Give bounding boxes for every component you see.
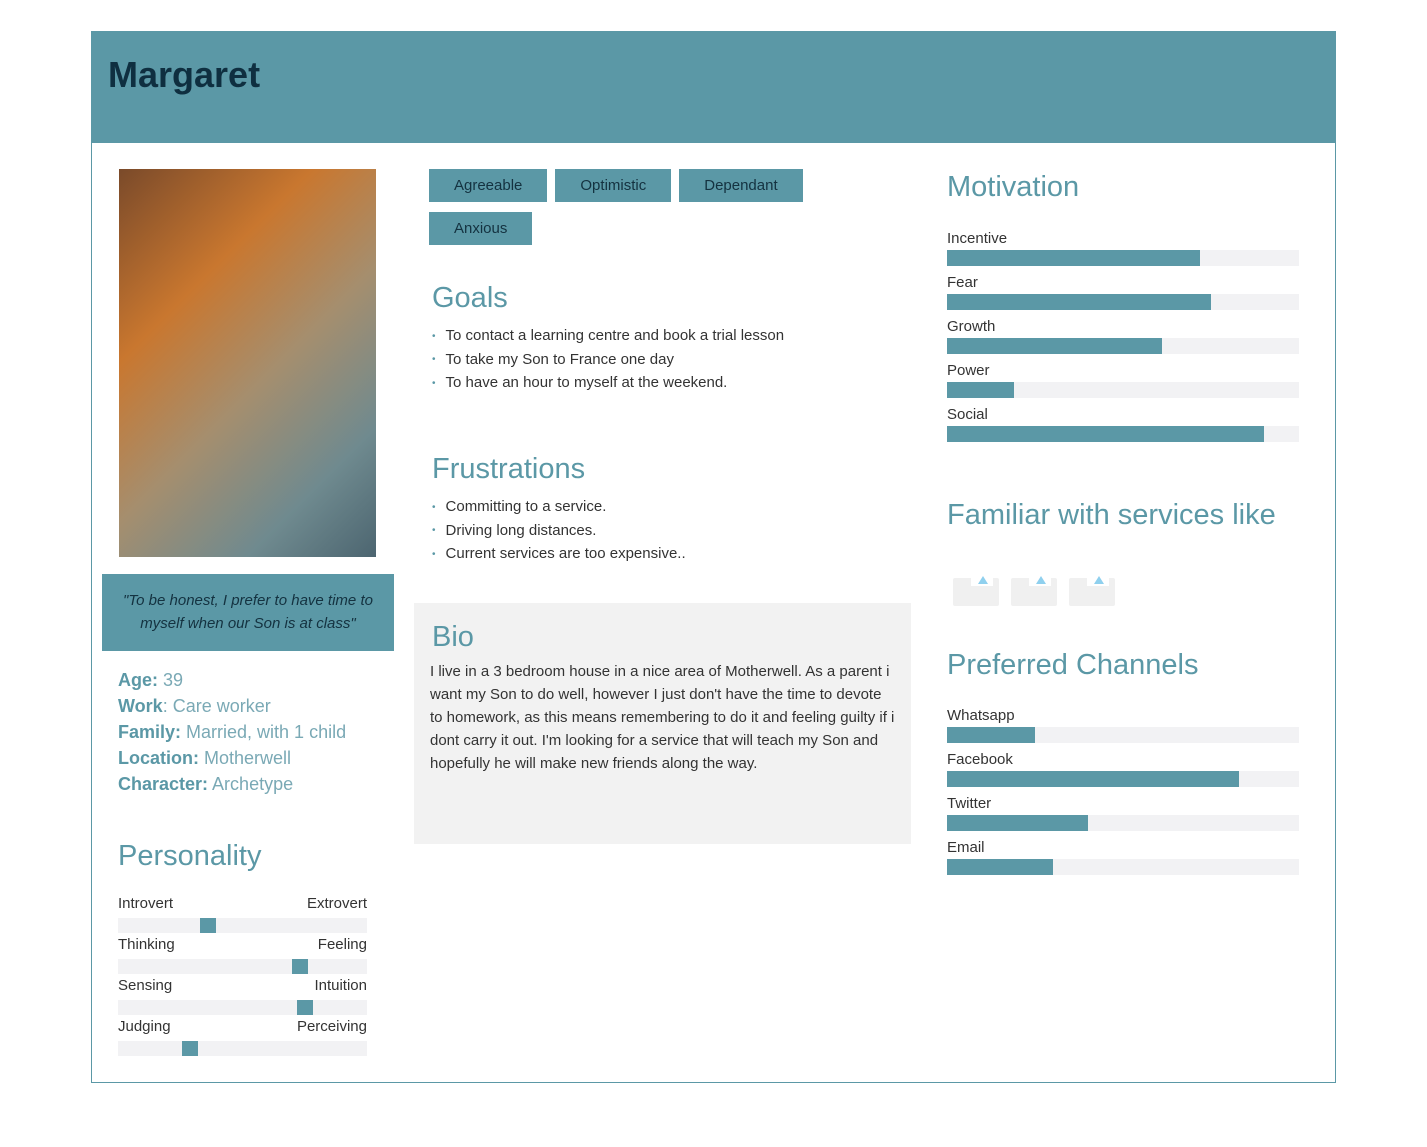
left-label: Sensing xyxy=(118,977,173,994)
bar-track xyxy=(947,771,1299,787)
bar-fill xyxy=(947,859,1053,875)
fact-age: Age: 39 xyxy=(118,670,184,690)
bar-label: Twitter xyxy=(947,795,992,812)
fact-work: Work: Care worker xyxy=(118,696,271,716)
bar-label: Power xyxy=(947,362,990,379)
bio-panel: Bio I live in a 3 bedroom house in a nic… xyxy=(414,603,911,844)
slider-track xyxy=(118,918,367,933)
personality-slider: Thinking Feeling xyxy=(118,936,367,974)
tag: Agreeable xyxy=(429,169,548,202)
left-label: Thinking xyxy=(118,936,175,953)
goals-title: Goals xyxy=(432,282,508,314)
bar-track xyxy=(947,250,1299,266)
bar-fill xyxy=(947,338,1162,354)
bio-title: Bio xyxy=(432,621,474,653)
bar-label: Facebook xyxy=(947,751,1013,768)
left-label: Judging xyxy=(118,1018,171,1035)
persona-name: Margaret xyxy=(108,54,261,95)
image-placeholder-icon xyxy=(1011,572,1057,606)
channel-bars: Whatsapp Facebook Twitter Email xyxy=(947,699,1299,875)
bar-track xyxy=(947,426,1299,442)
slider-marker xyxy=(182,1041,199,1056)
bar-track xyxy=(947,859,1299,875)
right-label: Intuition xyxy=(314,977,367,994)
bar-fill xyxy=(947,815,1088,831)
trait-tags: Agreeable Optimistic Dependant Anxious xyxy=(429,169,879,255)
frustrations-list: Committing to a service. Driving long di… xyxy=(432,495,686,566)
persona-quote: "To be honest, I prefer to have time to … xyxy=(102,574,394,651)
bar-track xyxy=(947,815,1299,831)
right-label: Feeling xyxy=(317,936,367,953)
bar-label: Growth xyxy=(947,318,996,335)
slider-marker xyxy=(291,959,308,974)
bar-track xyxy=(947,382,1299,398)
list-item: Committing to a service. xyxy=(432,495,686,519)
bar-track xyxy=(947,294,1299,310)
bar-label: Whatsapp xyxy=(947,707,1015,724)
bar-track xyxy=(947,727,1299,743)
header: Margaret xyxy=(92,32,1335,143)
bar-fill xyxy=(947,294,1211,310)
list-item: To have an hour to myself at the weekend… xyxy=(432,371,784,395)
familiar-title: Familiar with services like xyxy=(947,499,1276,531)
frustrations-title: Frustrations xyxy=(432,453,586,485)
fact-location: Location: Motherwell xyxy=(118,748,292,768)
bar-track xyxy=(947,338,1299,354)
tag: Optimistic xyxy=(555,169,672,202)
list-item: To take my Son to France one day xyxy=(432,348,784,372)
personality-title: Personality xyxy=(118,840,262,872)
persona-photo xyxy=(119,169,376,557)
image-placeholder-icon xyxy=(953,572,999,606)
motivation-title: Motivation xyxy=(947,171,1080,203)
bar-label: Email xyxy=(947,839,985,856)
bio-text: I live in a 3 bedroom house in a nice ar… xyxy=(430,663,895,772)
bar-label: Social xyxy=(947,406,988,423)
personality-slider: Judging Perceiving xyxy=(118,1018,367,1056)
right-label: Perceiving xyxy=(296,1018,367,1035)
bar-fill xyxy=(947,250,1201,266)
right-label: Extrovert xyxy=(306,895,367,912)
list-item: Current services are too expensive.. xyxy=(432,542,686,566)
slider-track xyxy=(118,1041,367,1056)
channels-title: Preferred Channels xyxy=(947,649,1199,681)
persona-card: Margaret "To be honest, I prefer to have… xyxy=(91,31,1336,1083)
persona-facts: Age: 39 Work: Care worker Family: Marrie… xyxy=(118,667,346,797)
slider-track xyxy=(118,959,367,974)
tag: Anxious xyxy=(429,212,533,245)
tag: Dependant xyxy=(679,169,803,202)
bar-fill xyxy=(947,727,1035,743)
personality-slider: Sensing Intuition xyxy=(118,977,367,1015)
goals-list: To contact a learning centre and book a … xyxy=(432,324,785,395)
bar-label: Fear xyxy=(947,274,978,291)
motivation-bars: Incentive Fear Growth Power Social xyxy=(947,222,1299,442)
personality-slider: Introvert Extrovert xyxy=(118,895,367,933)
bar-fill xyxy=(947,771,1240,787)
bar-label: Incentive xyxy=(947,230,1008,247)
bar-fill xyxy=(947,426,1264,442)
slider-track xyxy=(118,1000,367,1015)
bar-fill xyxy=(947,382,1014,398)
left-label: Introvert xyxy=(118,895,174,912)
fact-character: Character: Archetype xyxy=(118,774,294,794)
slider-marker xyxy=(199,918,216,933)
fact-family: Family: Married, with 1 child xyxy=(118,722,347,742)
list-item: To contact a learning centre and book a … xyxy=(432,324,785,348)
image-placeholder-icon xyxy=(1069,572,1115,606)
slider-marker xyxy=(296,1000,313,1015)
list-item: Driving long distances. xyxy=(432,519,686,543)
